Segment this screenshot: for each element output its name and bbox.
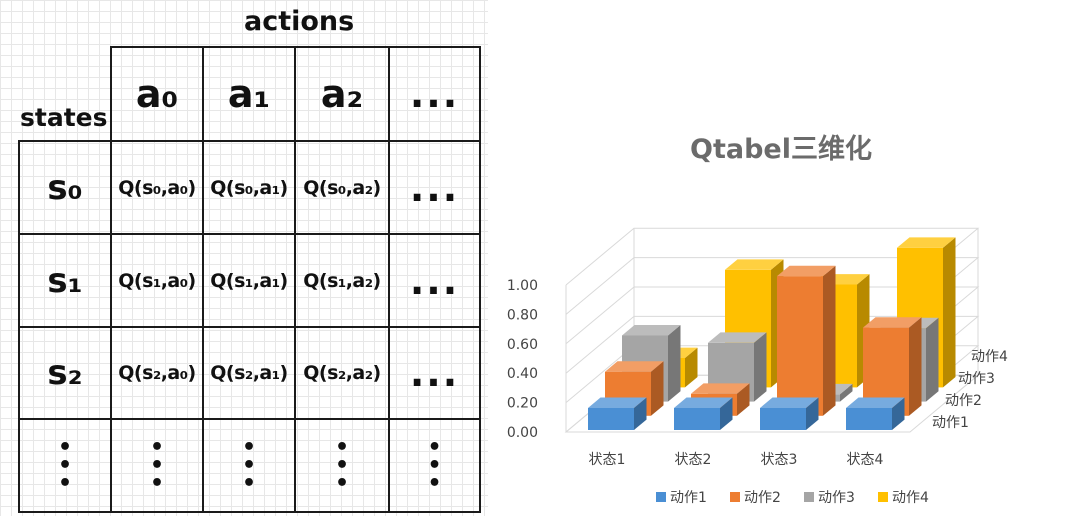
legend-label: 动作2 [744,490,781,506]
depth-tick-label: 动作4 [971,349,1008,365]
bar-动作1-状态1 [588,397,647,430]
q-value-cell: Q(s₀,a₁) [202,140,296,235]
legend-item: 动作4 [878,490,929,506]
x-tick-label: 状态2 [675,452,712,468]
y-tick-label: 1.00 [507,278,538,294]
bar-side [909,317,922,416]
action-header: ... [388,46,481,142]
ellipsis-cell: • • • [18,418,112,513]
bar-top [691,383,750,394]
q-value-cell: Q(s₂,a₀) [110,326,204,420]
chart-labels: 0.00 0.20 0.40 0.60 0.80 1.00 状态1 状态2 状态3 状态4 动作1 动… [507,278,1008,468]
ellipsis-cell: • • • [202,418,296,513]
legend-item: 动作3 [804,490,855,506]
legend-item: 动作2 [730,490,781,506]
bar-动作2-状态3 [777,265,836,416]
bar-top [760,397,819,408]
legend-swatch [730,492,740,502]
bar-side [720,397,733,430]
states-label: states [20,103,108,132]
chart-legend: 动作1 动作2 动作3 动作4 [656,490,929,506]
bar-front [588,407,634,430]
bar-side [840,383,853,402]
x-tick-label: 状态3 [761,452,798,468]
bar-side [668,325,681,402]
bar-top [588,397,647,408]
ellipsis-cell: • • • [294,418,390,513]
legend-swatch [656,492,666,502]
state-label: s₀ [18,140,112,235]
bar-side [634,397,647,430]
action-header: a₂ [294,46,390,142]
bar-top [846,397,905,408]
legend-label: 动作4 [892,490,929,506]
q-value-cell: Q(s₀,a₀) [110,140,204,235]
action-header: a₀ [110,46,204,142]
q-value-cell: ... [388,233,481,328]
bar-side [892,397,905,430]
depth-tick-label: 动作3 [958,371,995,387]
action-header: a₁ [202,46,296,142]
q-value-cell: Q(s₂,a₁) [202,326,296,420]
q-value-cell: Q(s₁,a₀) [110,233,204,328]
bar-top [897,237,956,248]
bar-side [651,361,664,416]
y-tick-label: 0.60 [507,337,538,353]
ellipsis-cell: • • • [388,418,481,513]
q-value-cell: Q(s₁,a₁) [202,233,296,328]
qtable-panel: actions states a₀ a₁ a₂... s₀ Q(s₀,a₀) Q(s₀,a… [0,0,488,516]
bar-动作1-状态3 [760,397,819,430]
bar-side [806,397,819,430]
bar-top [622,325,681,336]
ellipsis-cell: • • • [110,418,204,513]
q-value-cell: ... [388,326,481,420]
bar-动作3-状态2 [708,332,767,402]
depth-tick-label: 动作2 [945,393,982,409]
actions-label: actions [244,6,355,37]
bar-side [943,237,956,388]
gridline [565,227,980,286]
bar-side [754,332,767,402]
bar-front [674,407,720,430]
q-value-cell: Q(s₂,a₂) [294,326,390,420]
x-tick-label: 状态1 [589,452,626,468]
bar-top [708,332,767,343]
state-label: s₂ [18,326,112,420]
legend-swatch [878,492,888,502]
bar-side [926,317,939,402]
bar-top [674,397,733,408]
state-label: s₁ [18,233,112,328]
bar-side [685,347,698,388]
chart-title: Qtabel三维化 [690,134,872,165]
bar-side [737,383,750,416]
y-tick-label: 0.80 [507,307,538,323]
y-tick-label: 0.40 [507,366,538,382]
bar-front [846,407,892,430]
bar-front [777,276,823,416]
legend-label: 动作1 [670,490,707,506]
bar-top [863,317,922,328]
q-value-cell: Q(s₁,a₂) [294,233,390,328]
q-value-cell: Q(s₀,a₂) [294,140,390,235]
bar-top [725,259,784,270]
bar-动作1-状态4 [846,397,905,430]
y-tick-label: 0.00 [507,425,538,441]
legend-item: 动作1 [656,490,707,506]
legend-swatch [804,492,814,502]
y-tick-label: 0.20 [507,396,538,412]
q-value-cell: ... [388,140,481,235]
bar-top [605,361,664,372]
chart-panel: Qtabel三维化 0.00 0.20 0.40 0.60 0.80 1.00 状态1 状态2… [488,0,1074,516]
depth-tick-label: 动作1 [932,415,969,431]
bar-front [760,407,806,430]
bar-动作1-状态2 [674,397,733,430]
bar-top [777,265,836,277]
legend-label: 动作3 [818,490,855,506]
bar-side [823,265,836,416]
gridline [565,257,980,315]
chart-bars [588,237,956,430]
x-tick-label: 状态4 [847,452,884,468]
qtable-3d-chart: Qtabel三维化 0.00 0.20 0.40 0.60 0.80 1.00 状态1 状态2… [507,134,1008,506]
